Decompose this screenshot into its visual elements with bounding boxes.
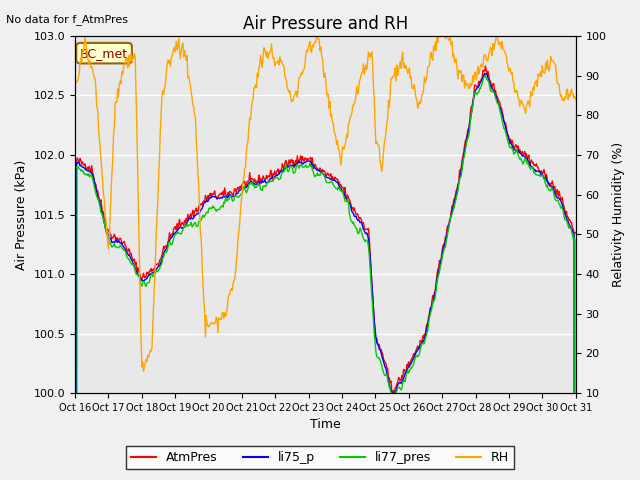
RH [572, 97, 580, 103]
RH [161, 86, 168, 92]
AtmPres [449, 204, 457, 210]
AtmPres [482, 63, 490, 69]
Text: BC_met: BC_met [80, 47, 128, 60]
li75_p [448, 208, 456, 214]
li77_pres [482, 72, 490, 78]
RH [368, 49, 376, 55]
li75_p [366, 254, 374, 260]
li77_pres [298, 162, 305, 168]
Y-axis label: Air Pressure (kPa): Air Pressure (kPa) [15, 159, 28, 270]
li77_pres [366, 265, 374, 271]
AtmPres [200, 198, 207, 204]
li77_pres [200, 215, 207, 220]
li75_p [160, 252, 168, 257]
Line: RH: RH [75, 36, 576, 371]
li75_p [481, 71, 488, 76]
RH [140, 368, 147, 374]
RH [298, 72, 306, 77]
li77_pres [448, 212, 456, 217]
Line: AtmPres: AtmPres [75, 66, 576, 393]
Y-axis label: Relativity Humidity (%): Relativity Humidity (%) [612, 142, 625, 287]
li75_p [200, 201, 207, 206]
AtmPres [160, 243, 168, 249]
Line: li77_pres: li77_pres [75, 75, 576, 480]
li77_pres [406, 368, 413, 373]
li75_p [406, 363, 413, 369]
RH [450, 51, 458, 57]
AtmPres [390, 390, 398, 396]
li77_pres [160, 254, 168, 260]
li75_p [298, 160, 305, 166]
Text: No data for f_AtmPres: No data for f_AtmPres [6, 14, 129, 25]
Title: Air Pressure and RH: Air Pressure and RH [243, 15, 408, 33]
AtmPres [572, 230, 580, 236]
AtmPres [71, 157, 79, 163]
RH [407, 74, 415, 80]
RH [201, 307, 209, 313]
Legend: AtmPres, li75_p, li77_pres, RH: AtmPres, li75_p, li77_pres, RH [126, 446, 514, 469]
X-axis label: Time: Time [310, 419, 340, 432]
AtmPres [298, 160, 305, 166]
RH [71, 77, 79, 83]
Line: li75_p: li75_p [75, 73, 576, 480]
RH [313, 33, 321, 39]
AtmPres [406, 360, 414, 366]
AtmPres [366, 251, 374, 257]
